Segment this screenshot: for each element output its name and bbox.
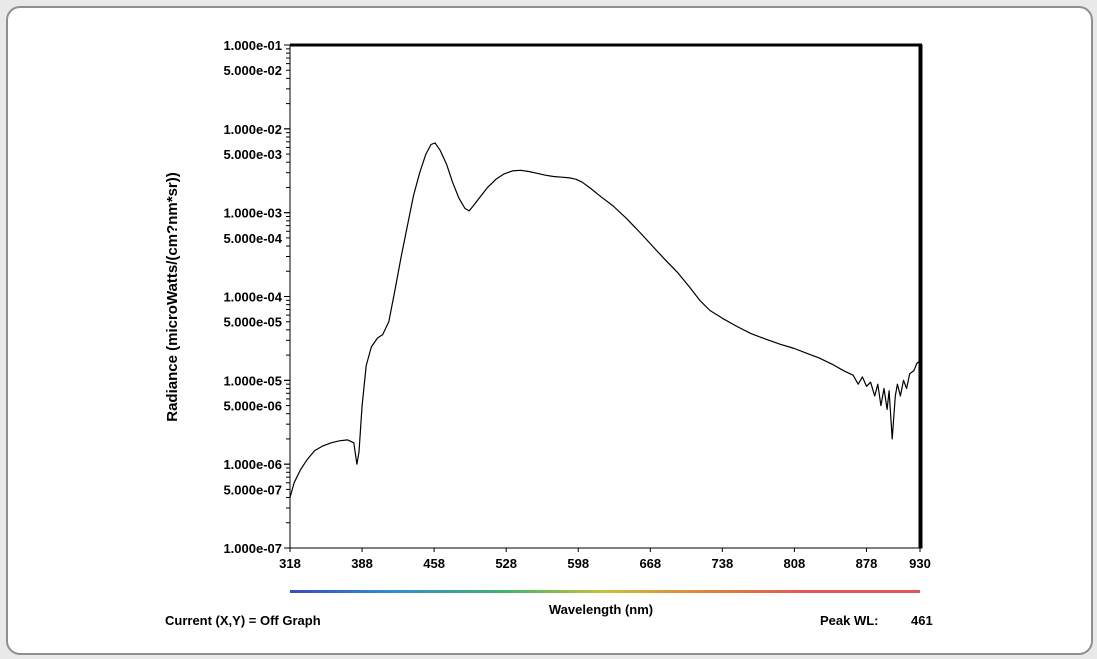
x-axis-label: Wavelength (nm) [549,602,653,617]
x-tick-label: 930 [909,556,931,571]
wavelength-gradient-bar [290,590,920,593]
y-tick-label: 1.000e-01 [223,38,282,53]
x-tick-labels: 318 388 458 528 598 668 738 808 878 930 [279,548,931,571]
x-tick-label: 878 [856,556,878,571]
y-tick-label: 1.000e-03 [223,206,282,221]
y-tick-labels: 1.000e-01 5.000e-02 1.000e-02 5.000e-03 1.00… [223,38,282,556]
x-tick-label: 808 [784,556,806,571]
y-tick-label: 5.000e-05 [223,315,282,330]
current-xy-readout: Current (X,Y) = Off Graph [165,613,321,628]
peak-wl-value: 461 [911,613,933,628]
y-tick-label: 5.000e-06 [223,399,282,414]
x-tick-label: 738 [712,556,734,571]
y-tick-marks [284,44,290,549]
y-axis-label: Radiance (microWatts/(cm?nm*sr)) [164,172,181,422]
y-tick-label: 1.000e-02 [223,122,282,137]
y-tick-label: 1.000e-07 [223,541,282,556]
peak-wl-label: Peak WL: [820,613,879,628]
x-tick-label: 388 [351,556,373,571]
y-tick-label: 5.000e-07 [223,482,282,497]
panel-frame [6,6,1093,655]
x-tick-label: 668 [639,556,661,571]
y-tick-label: 1.000e-05 [223,373,282,388]
x-tick-label: 598 [567,556,589,571]
spectrum-series-line [289,142,921,498]
y-tick-label: 5.000e-02 [223,63,282,78]
x-tick-label: 318 [279,556,301,571]
y-tick-label: 5.000e-03 [223,147,282,162]
x-tick-label: 458 [423,556,445,571]
wavelength-color-bar [290,590,920,593]
series-layer [289,142,921,498]
x-tick-label: 528 [495,556,517,571]
y-tick-label: 1.000e-06 [223,457,282,472]
y-tick-label: 5.000e-04 [223,231,282,246]
plot-area [289,44,923,549]
y-tick-label: 1.000e-04 [223,290,282,305]
